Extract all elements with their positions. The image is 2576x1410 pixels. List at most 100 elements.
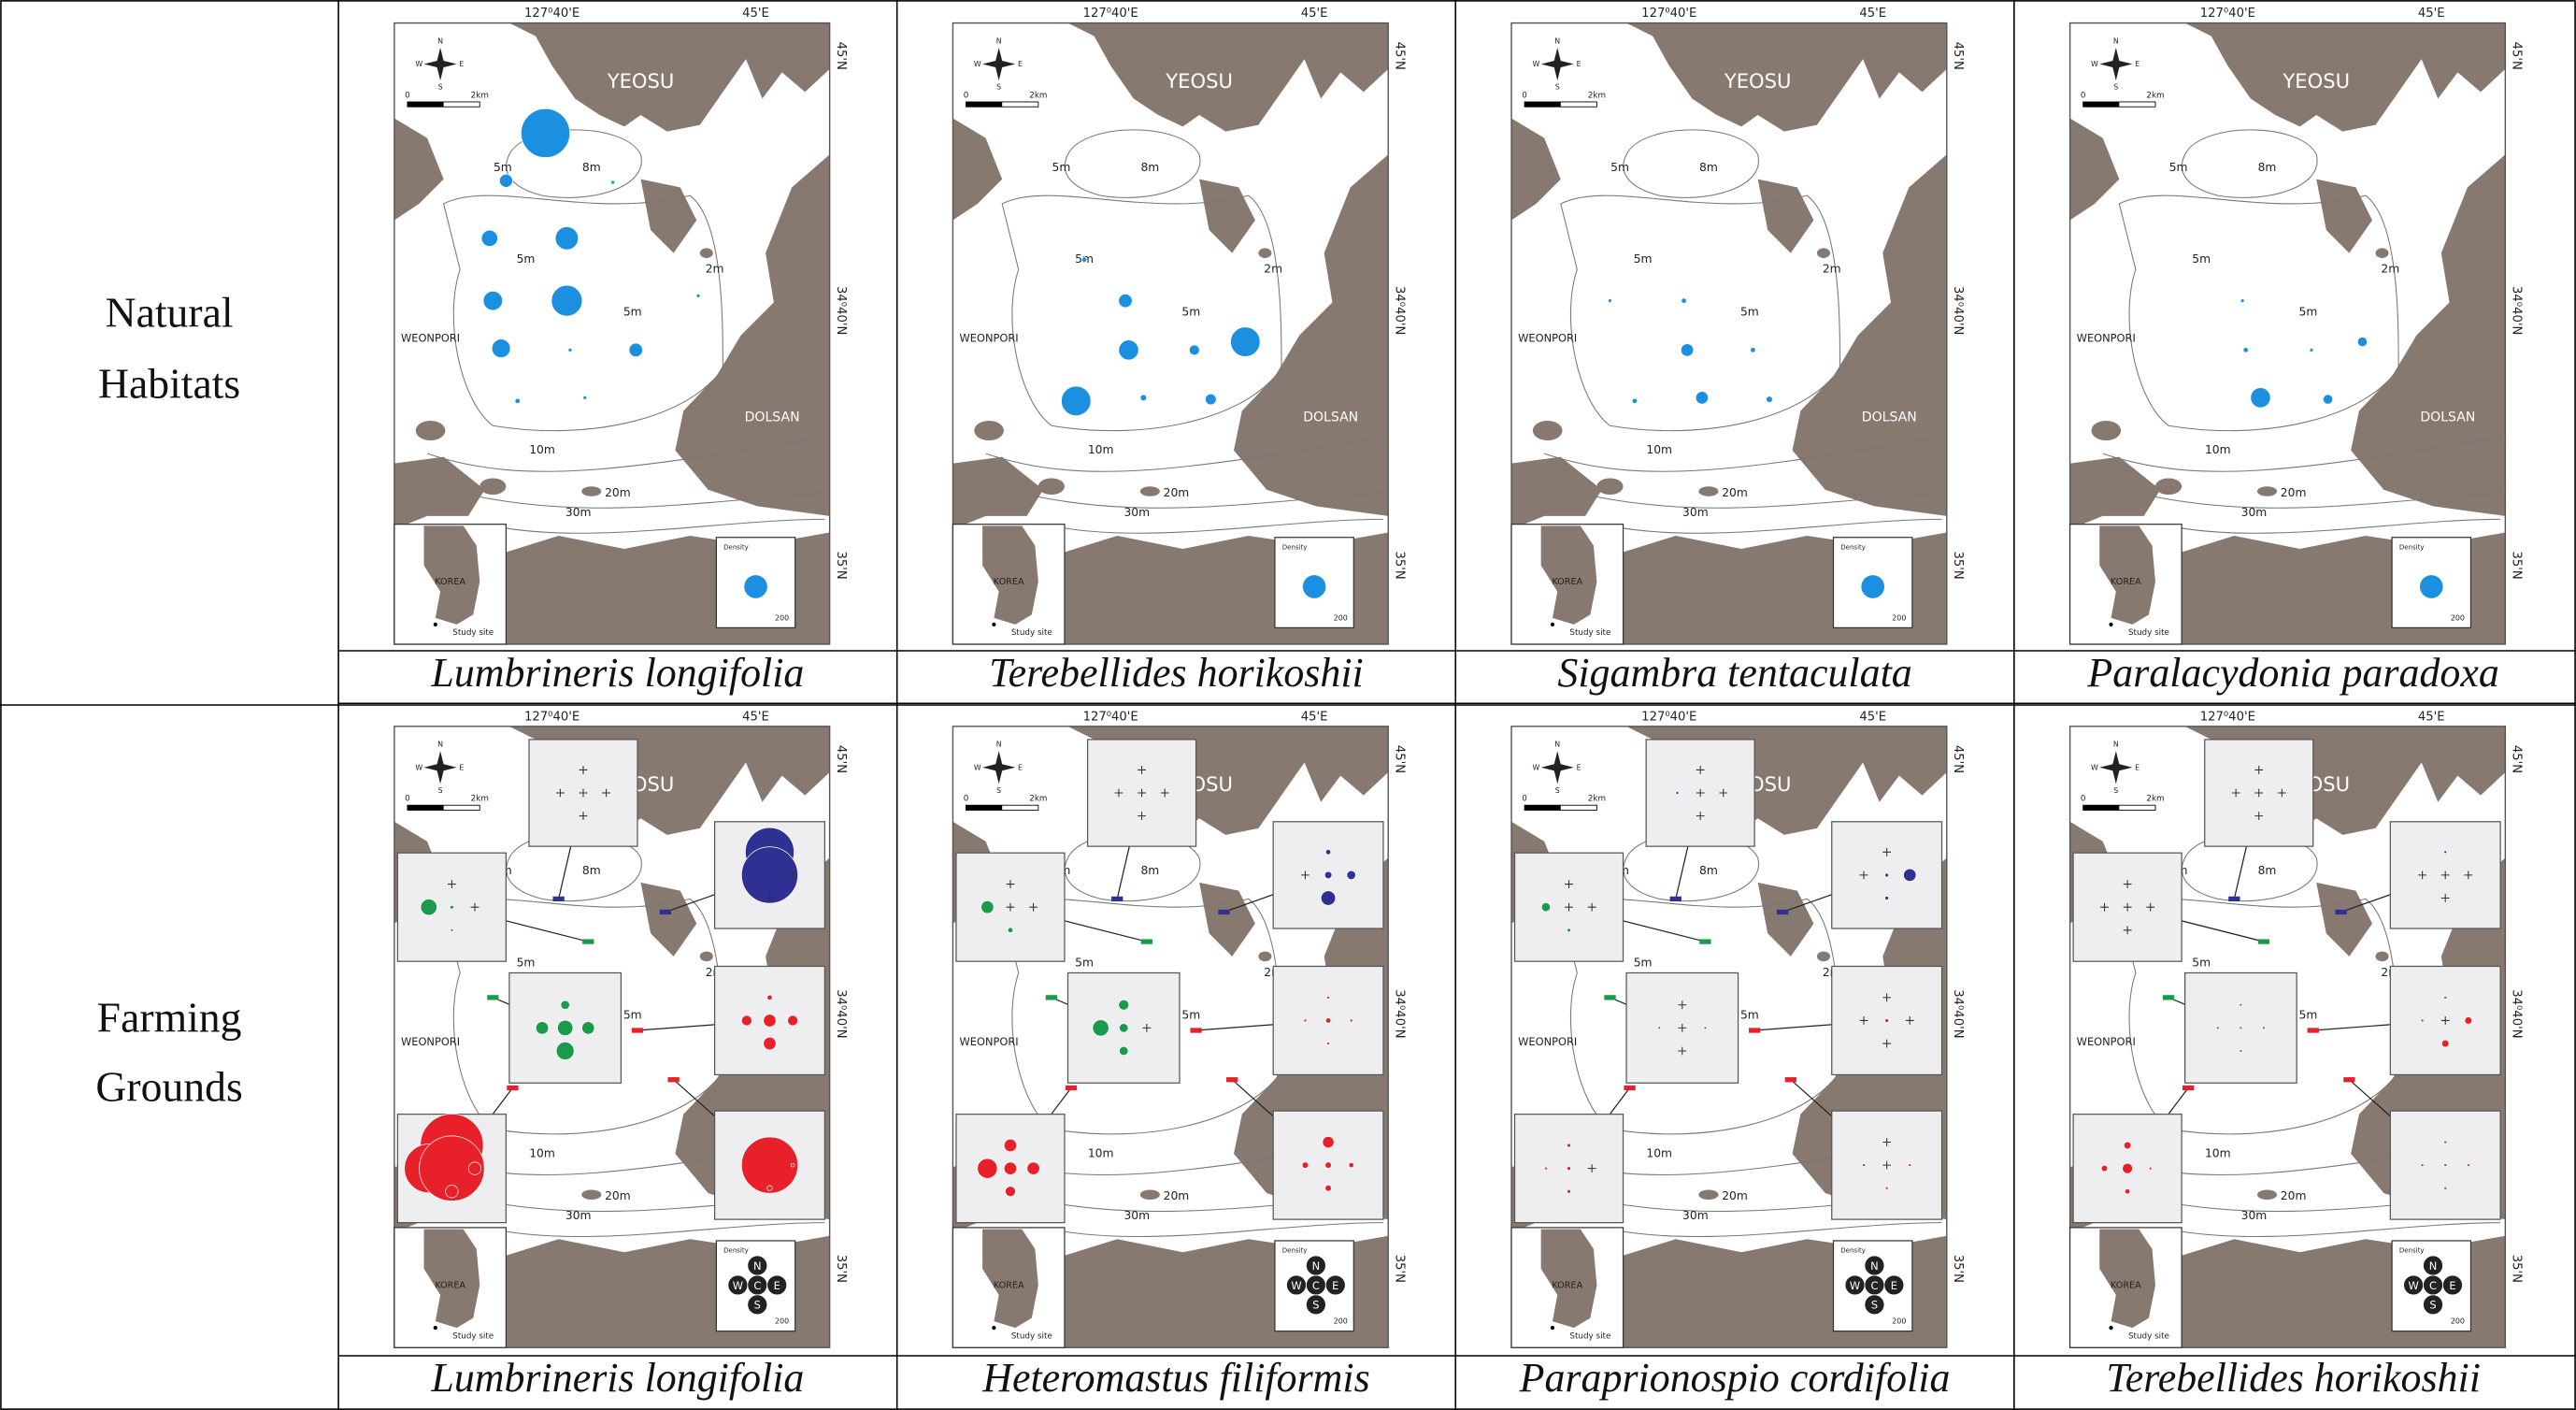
absence-cross — [1859, 870, 1868, 880]
country-label: KOREA — [2111, 1280, 2141, 1290]
place-label: DOLSAN — [2420, 410, 2475, 424]
depth-label: 5m — [1610, 161, 1629, 174]
place-label: WEONPORI — [401, 1035, 460, 1048]
density-bubble — [1303, 1018, 1308, 1023]
scale-label: 2km — [1029, 795, 1047, 804]
density-bubble — [2262, 1026, 2266, 1030]
legend-title: Density — [723, 1246, 749, 1255]
compass — [1540, 47, 1574, 81]
depth-label: 5m — [1634, 252, 1653, 266]
absence-cross — [1587, 902, 1596, 912]
density-bubble — [766, 994, 773, 1000]
density-bubble — [582, 396, 588, 400]
latitude-label: 34⁰40'N — [1393, 989, 1407, 1038]
latitude-label: 35'N — [2510, 1255, 2524, 1283]
depth-label: 5m — [2169, 161, 2188, 174]
site-marker — [507, 1085, 519, 1091]
species-name: Terebellides horikoshii — [989, 650, 1364, 696]
land — [1234, 154, 1389, 516]
depth-contour — [493, 1222, 825, 1238]
site-marker — [1065, 1085, 1078, 1091]
compass-label: N — [996, 741, 1002, 749]
map-panel: 127⁰40'E 45'E45'N34⁰40'N35'NYEOSUWEONPORI… — [2068, 710, 2524, 1348]
depth-label: 8m — [582, 864, 601, 877]
site-marker — [1776, 909, 1789, 915]
depth-contour — [1035, 492, 1383, 509]
depth-label: 30m — [2241, 506, 2268, 519]
depth-label: 20m — [2281, 486, 2307, 499]
density-bubble — [1119, 1023, 1129, 1033]
site-marker — [1749, 1028, 1761, 1033]
depth-label: 5m — [1181, 1009, 1200, 1022]
depth-label: 5m — [1740, 305, 1759, 318]
density-bubble — [1139, 394, 1148, 402]
depth-contour — [426, 436, 825, 472]
compass-label: W — [974, 763, 981, 771]
scale-label: 2km — [2146, 91, 2164, 100]
map-frame — [394, 22, 831, 645]
density-bubble — [1567, 1188, 1571, 1194]
compass-label: E — [2135, 60, 2140, 68]
depth-label: 5m — [517, 956, 536, 969]
density-bubble — [1118, 339, 1139, 361]
absence-cross — [1301, 870, 1309, 880]
density-bubble — [977, 1158, 998, 1179]
species-name: Lumbrineris longifolia — [430, 1355, 804, 1401]
depth-label: 5m — [494, 161, 512, 174]
compass-label: N — [996, 36, 1002, 45]
legend-direction: N — [1870, 1259, 1879, 1273]
site-marker — [1669, 896, 1682, 902]
compass-label: E — [1577, 60, 1581, 68]
depth-contour — [1064, 129, 1201, 198]
island — [2155, 478, 2182, 496]
compass — [2099, 47, 2133, 81]
scale-label: 2km — [1588, 795, 1606, 804]
site-label: Study site — [2128, 628, 2169, 638]
absence-cross — [2123, 926, 2132, 935]
island — [1202, 558, 1229, 572]
density-bubble — [567, 348, 573, 352]
place-label: DOLSAN — [745, 410, 800, 424]
species-name: Paralacydonia paradoxa — [2086, 650, 2498, 696]
compass-label: S — [996, 786, 1001, 795]
depth-contour — [476, 492, 825, 509]
absence-cross — [2254, 788, 2264, 798]
latitude-label: 35'N — [2510, 551, 2524, 579]
density-bubble — [2443, 995, 2448, 1000]
country-label: KOREA — [994, 577, 1024, 587]
species-name: Paraprionospio cordifolia — [1519, 1355, 1951, 1401]
compass-label: W — [1532, 763, 1539, 771]
compass — [423, 751, 457, 784]
absence-cross — [1114, 788, 1123, 798]
latitude-label: 35'N — [1951, 1255, 1965, 1283]
density-bubble — [2250, 387, 2271, 409]
density-bubble — [467, 1161, 482, 1175]
island — [1761, 558, 1788, 572]
site-marker — [667, 1077, 680, 1083]
longitude-label: 127⁰40'E — [1083, 7, 1138, 21]
legend-direction: W — [733, 1279, 743, 1292]
compass-label: W — [1532, 60, 1539, 68]
density-bubble — [2443, 850, 2448, 855]
depth-label: 20m — [1722, 486, 1748, 499]
legend-direction: E — [774, 1279, 780, 1292]
island — [2434, 452, 2468, 475]
site-marker — [1045, 995, 1058, 1000]
compass-label: N — [2113, 741, 2119, 749]
absence-cross — [1696, 812, 1705, 821]
place-label: YEOSU — [1724, 69, 1792, 93]
absence-cross — [579, 812, 588, 821]
density-bubble — [535, 1021, 550, 1035]
density-bubble — [2123, 1141, 2132, 1150]
density-bubble — [980, 900, 995, 914]
site-label: Study site — [452, 1331, 494, 1341]
compass — [2099, 751, 2133, 784]
map-frame — [1510, 22, 1948, 645]
density-bubble — [1608, 298, 1612, 303]
site-marker — [1140, 939, 1152, 944]
latitude-label: 35'N — [1951, 551, 1965, 579]
site-marker — [1624, 1085, 1636, 1091]
density-bubble — [450, 904, 454, 910]
